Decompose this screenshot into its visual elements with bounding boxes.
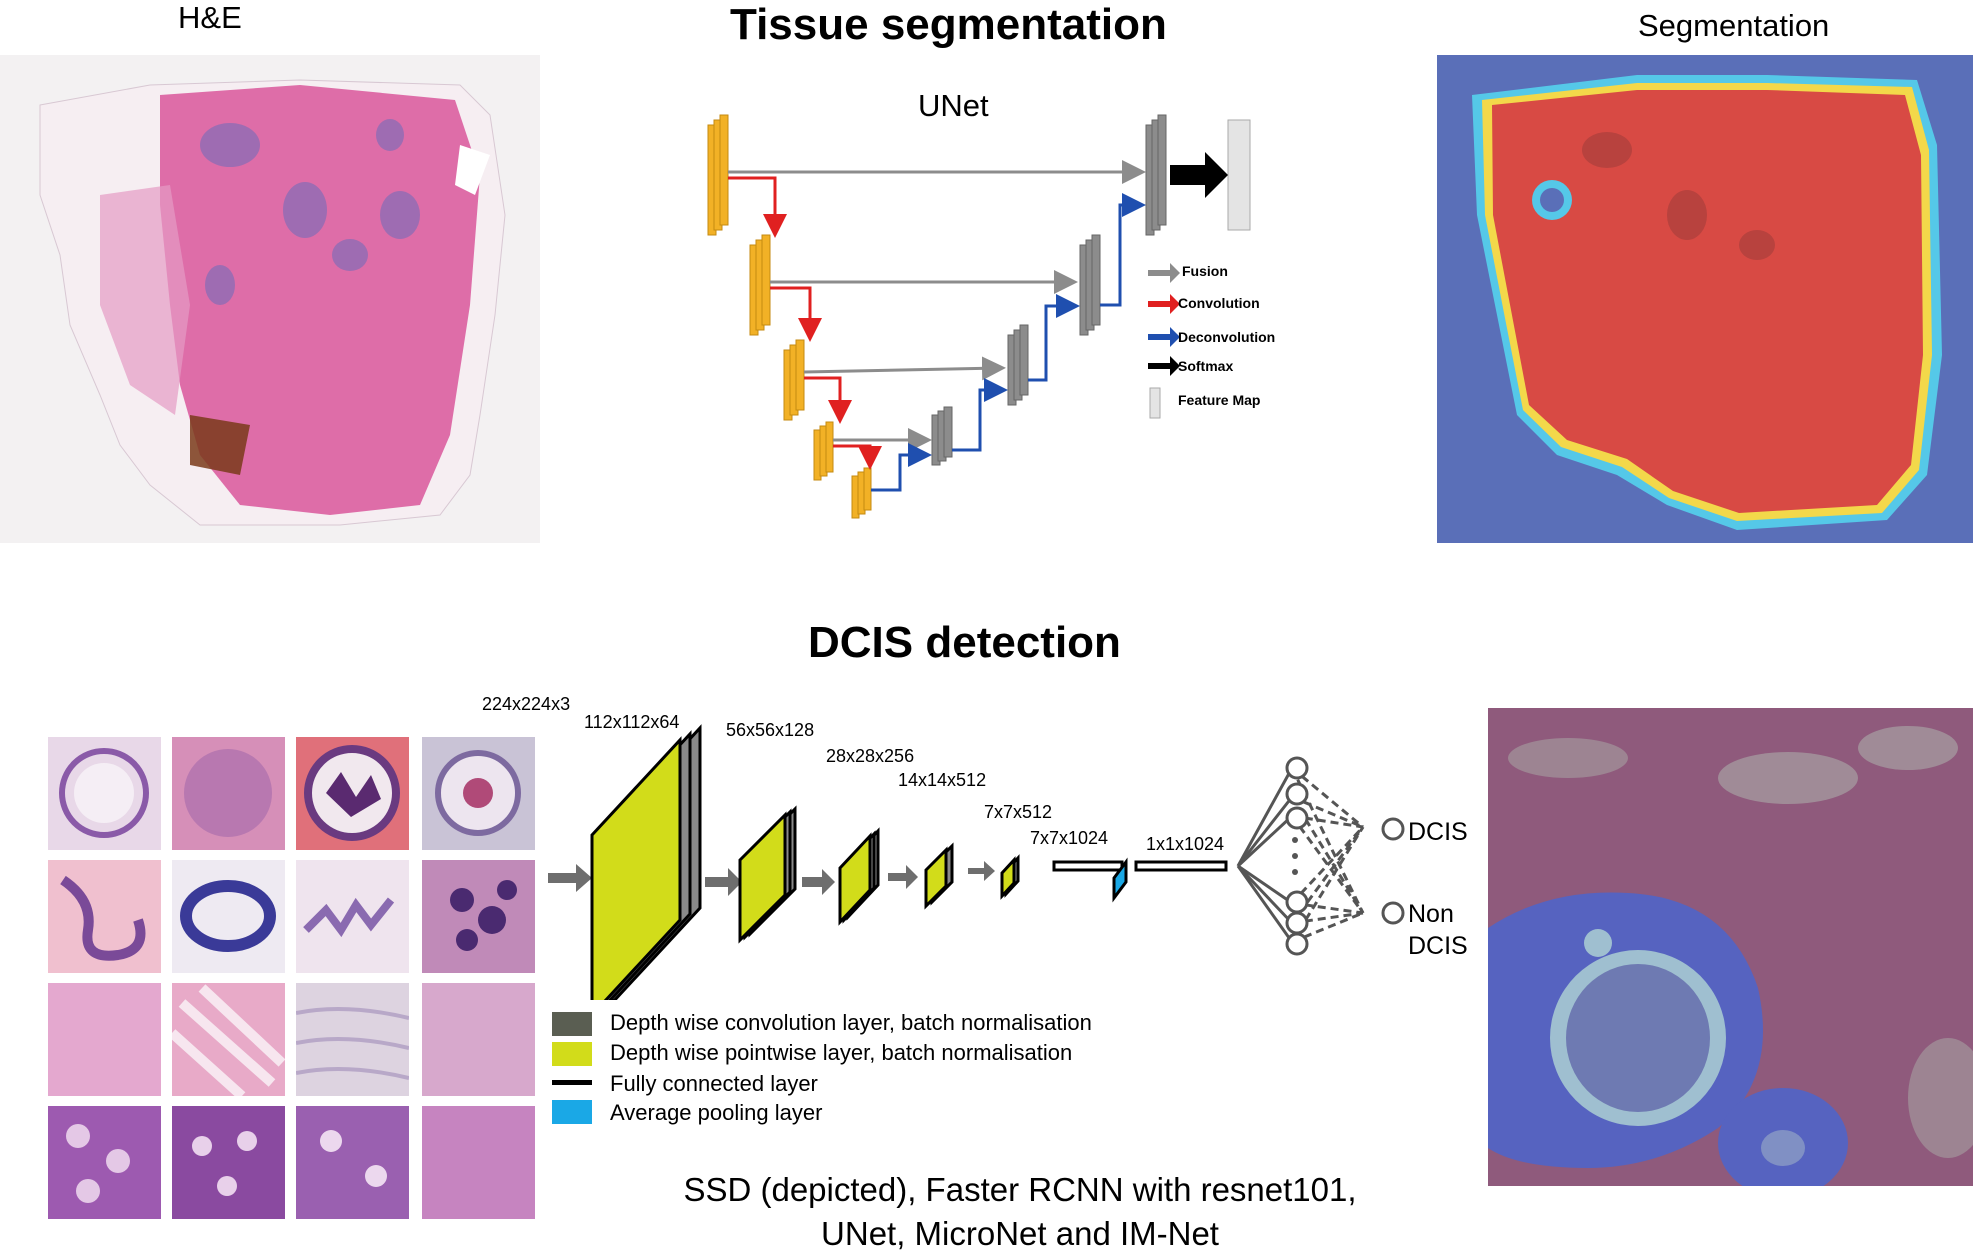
dim-label: 7x7x1024 xyxy=(1030,828,1109,848)
patch-tile xyxy=(172,1106,285,1219)
unet-output-feature-map xyxy=(1227,119,1251,231)
patch-tile xyxy=(172,983,285,1096)
unet-diagram xyxy=(700,110,1300,540)
layer-block-7 xyxy=(1000,854,1020,900)
dcis-overlay-image xyxy=(1488,708,1973,1186)
legend-swatch-avg-pool xyxy=(552,1100,592,1124)
legend-label: Fully connected layer xyxy=(610,1071,818,1096)
output-label-non-dcis: DCIS xyxy=(1408,932,1468,960)
unet-softmax-arrow xyxy=(1170,152,1228,198)
legend-swatch-fully-connected xyxy=(552,1080,592,1085)
unet-legend-convolution: Convolution xyxy=(1178,295,1260,311)
layer-block-56 xyxy=(738,805,797,944)
dim-label: 7x7x512 xyxy=(984,802,1053,822)
patch-tile xyxy=(48,1106,161,1219)
fc-layer-1 xyxy=(1052,860,1124,872)
dim-label: 14x14x512 xyxy=(898,770,987,790)
patch-tile xyxy=(422,860,535,973)
patch-tile xyxy=(48,737,161,850)
patch-tile xyxy=(172,737,285,850)
patch-tile xyxy=(422,1106,535,1219)
segmentation-heatmap-image xyxy=(1437,55,1973,543)
legend-swatch-depthwise-conv xyxy=(552,1012,592,1036)
unet-legend-fusion: Fusion xyxy=(1182,263,1228,279)
models-caption-line1: SSD (depicted), Faster RCNN with resnet1… xyxy=(683,1171,1357,1208)
patch-tile xyxy=(296,860,409,973)
segmentation-label: Segmentation xyxy=(1638,8,1830,43)
unet-legend-deconvolution: Deconvolution xyxy=(1178,329,1276,345)
patch-tile xyxy=(296,737,409,850)
legend-swatch-pointwise xyxy=(552,1042,592,1066)
dim-label: 112x112x64 xyxy=(584,712,680,732)
dim-label: 56x56x128 xyxy=(726,720,815,740)
layer-block-112 xyxy=(590,724,702,1000)
ssd-network-diagram xyxy=(540,690,1480,1000)
models-caption: SSD (depicted), Faster RCNN with resnet1… xyxy=(600,1168,1440,1256)
dim-label: 1x1x1024 xyxy=(1146,834,1225,854)
patch-tile xyxy=(422,737,535,850)
tissue-segmentation-title: Tissue segmentation xyxy=(730,0,1167,49)
avg-pool-layer xyxy=(1112,857,1128,903)
output-label-dcis: DCIS xyxy=(1408,818,1468,846)
dim-label: 28x28x256 xyxy=(826,746,915,766)
layer-block-14 xyxy=(924,842,954,910)
dim-label: 224x224x3 xyxy=(482,694,571,714)
patch-tile xyxy=(296,1106,409,1219)
unet-legend-feature-map: Feature Map xyxy=(1178,392,1261,408)
output-neurons xyxy=(1236,756,1405,956)
he-slide-image xyxy=(0,55,540,543)
unet-legend-icons xyxy=(1148,263,1180,419)
patch-tile xyxy=(48,860,161,973)
he-label: H&E xyxy=(178,0,242,35)
unet-legend-softmax: Softmax xyxy=(1178,358,1234,374)
dcis-detection-title: DCIS detection xyxy=(808,618,1121,667)
legend-label: Depth wise convolution layer, batch norm… xyxy=(610,1010,1092,1035)
unet-encoder-blocks xyxy=(707,114,872,519)
unet-decoder-blocks xyxy=(931,114,1167,466)
patch-tile xyxy=(422,983,535,1096)
fc-layer-2 xyxy=(1134,860,1228,872)
layer-block-28 xyxy=(838,827,880,926)
patch-tile xyxy=(48,983,161,1096)
legend-label: Average pooling layer xyxy=(610,1100,823,1125)
legend-label: Depth wise pointwise layer, batch normal… xyxy=(610,1040,1073,1065)
unet-label: UNet xyxy=(918,88,989,123)
output-label-non: Non xyxy=(1408,900,1454,928)
models-caption-line2: UNet, MicroNet and IM-Net xyxy=(821,1215,1219,1252)
patch-tile xyxy=(172,860,285,973)
patch-tile xyxy=(296,983,409,1096)
